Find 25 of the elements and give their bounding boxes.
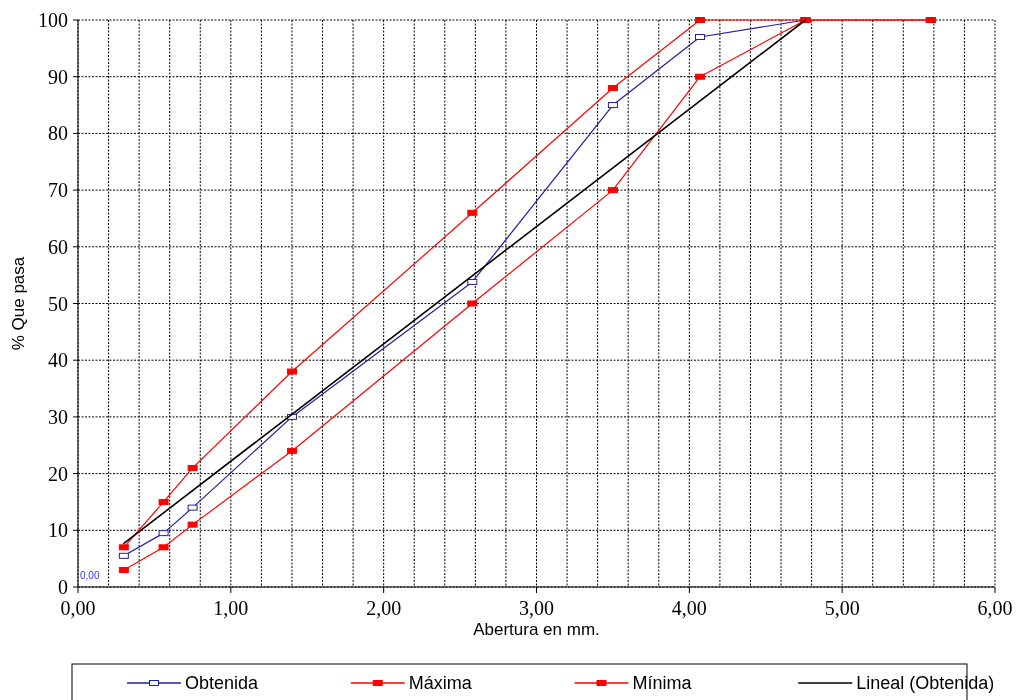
y-tick-label: 30 [48,405,68,428]
y-tick-label: 60 [48,235,68,258]
legend-label: Obtenida [185,673,260,694]
y-tick-label: 70 [48,179,68,202]
y-tick-label: 80 [48,122,68,145]
x-tick-label: 0,00 [60,597,96,619]
y-tick-label: 100 [38,9,68,31]
x-tick-label: 3,00 [519,597,554,619]
y-tick-label: 50 [48,292,68,315]
x-tick-label: 2,00 [366,597,402,619]
y-tick-label: 40 [48,349,68,372]
y-tick-label: 20 [48,462,68,485]
x-tick-label: 5,00 [824,597,860,619]
legend-label: Máxima [408,673,473,694]
x-tick-label: 1,00 [213,597,249,619]
y-tick-label: 10 [48,519,68,542]
legend-label: Mínima [632,673,693,694]
y-axis-title: % Que pasa [9,256,28,351]
x-tick-label: 6,00 [977,597,1013,619]
y-tick-label: 0 [58,576,68,598]
y-tick-label: 90 [48,65,68,88]
x-tick-label: 4,00 [671,597,707,619]
annotation: 0,00 [80,570,100,581]
legend-label: Lineal (Obtenida) [856,673,995,694]
x-axis-title: Abertura en mm. [473,620,600,639]
